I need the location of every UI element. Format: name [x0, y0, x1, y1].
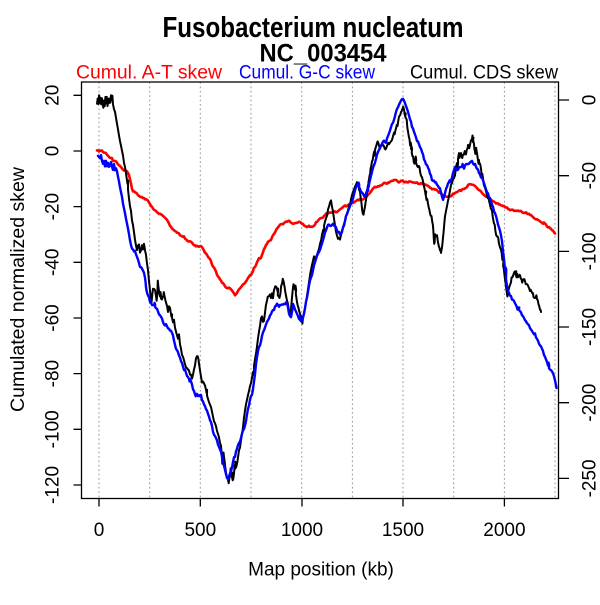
svg-text:Map position (kb): Map position (kb)	[248, 560, 394, 581]
svg-text:Cumul. G-C skew: Cumul. G-C skew	[239, 63, 375, 84]
svg-text:500: 500	[184, 520, 216, 541]
svg-text:-80: -80	[43, 360, 64, 387]
svg-text:0: 0	[580, 95, 600, 106]
svg-text:-250: -250	[580, 459, 600, 497]
svg-text:-50: -50	[580, 162, 600, 189]
svg-text:-60: -60	[43, 304, 64, 331]
svg-text:Cumul. CDS skew: Cumul. CDS skew	[410, 63, 558, 84]
svg-text:-120: -120	[43, 466, 64, 504]
svg-text:0: 0	[94, 520, 105, 541]
svg-text:-100: -100	[580, 232, 600, 270]
svg-text:Cumulated normalized skew: Cumulated normalized skew	[7, 166, 29, 412]
svg-text:Cumul. A-T skew: Cumul. A-T skew	[76, 63, 222, 84]
svg-text:-200: -200	[580, 384, 600, 422]
svg-text:0: 0	[43, 146, 64, 157]
svg-text:1500: 1500	[382, 520, 424, 541]
svg-text:2000: 2000	[483, 520, 525, 541]
svg-text:20: 20	[43, 85, 64, 106]
svg-text:-40: -40	[43, 249, 64, 276]
svg-text:-100: -100	[43, 410, 64, 448]
svg-text:-150: -150	[580, 308, 600, 346]
svg-text:-20: -20	[43, 193, 64, 220]
svg-text:1000: 1000	[281, 520, 323, 541]
